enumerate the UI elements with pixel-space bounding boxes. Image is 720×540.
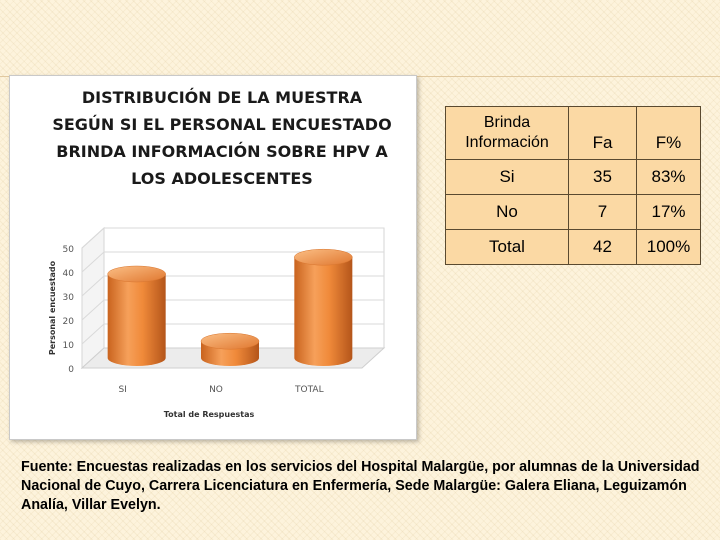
header-label: F% <box>655 133 682 152</box>
table-header-cell: F% <box>636 106 701 160</box>
table-row: Si 35 83% <box>445 159 701 195</box>
y-axis-ticks: 0 10 20 30 40 50 <box>63 245 75 375</box>
bar-body <box>107 274 166 366</box>
header-label: Fa <box>592 133 613 152</box>
x-axis-ticks: SI NO TOTAL <box>118 385 323 395</box>
gridline <box>81 299 384 321</box>
y-tick-label: 30 <box>63 293 75 303</box>
bar-no <box>200 332 260 366</box>
x-tick-label: TOTAL <box>294 385 324 395</box>
table-cell: 35 <box>568 159 637 195</box>
x-axis-label: Total de Respuestas <box>164 410 255 419</box>
gridline <box>81 251 384 273</box>
header-label: Brinda Información <box>465 114 549 151</box>
table-header-row: Brinda Información Fa F% <box>445 106 701 160</box>
y-tick-label: 50 <box>63 245 75 255</box>
gridline <box>81 227 384 249</box>
table-cell: 7 <box>568 194 637 230</box>
table-cell: 100% <box>636 229 701 265</box>
frequency-table: Brinda Información Fa F% Si 35 83% No 7 … <box>445 106 701 265</box>
y-tick-label: 10 <box>63 341 75 351</box>
gridline <box>81 275 384 297</box>
chart-title: DISTRIBUCIÓN DE LA MUESTRA SEGÚN SI EL P… <box>52 88 391 188</box>
table-cell: No <box>445 194 569 230</box>
x-tick-label: SI <box>118 385 126 395</box>
x-tick-label: NO <box>209 385 223 395</box>
table-cell: Si <box>445 159 569 195</box>
table-cell: Total <box>445 229 569 265</box>
gridline <box>81 323 384 345</box>
chart-side-wall <box>81 226 105 370</box>
bar-total <box>294 248 353 366</box>
chart-title-line: SEGÚN SI EL PERSONAL ENCUESTADO <box>52 115 391 134</box>
table-row: Total 42 100% <box>445 229 701 265</box>
y-tick-label: 20 <box>63 317 75 327</box>
chart-panel: DISTRIBUCIÓN DE LA MUESTRA SEGÚN SI EL P… <box>9 75 417 440</box>
bar-si <box>107 265 166 366</box>
bar-top <box>107 265 166 283</box>
bar-chart: DISTRIBUCIÓN DE LA MUESTRA SEGÚN SI EL P… <box>48 88 392 419</box>
y-axis-label: Personal encuestado <box>48 260 57 355</box>
table-header-cell: Fa <box>568 106 637 160</box>
chart-bars <box>107 248 353 366</box>
bar-top <box>294 248 353 266</box>
table-cell: 42 <box>568 229 637 265</box>
y-tick-label: 0 <box>68 365 74 375</box>
bar-top <box>200 332 260 350</box>
table-header-cell: Brinda Información <box>445 106 569 160</box>
frequency-table-wrapper: Brinda Información Fa F% Si 35 83% No 7 … <box>445 106 701 265</box>
table-row: No 7 17% <box>445 194 701 230</box>
table-cell: 17% <box>636 194 701 230</box>
chart-title-line: DISTRIBUCIÓN DE LA MUESTRA <box>82 88 363 107</box>
bar-body <box>294 257 353 366</box>
chart-title-line: BRINDA INFORMACIÓN SOBRE HPV A <box>56 142 388 161</box>
chart-title-line: LOS ADOLESCENTES <box>131 169 313 188</box>
source-citation: Fuente: Encuestas realizadas en los serv… <box>21 459 700 513</box>
table-cell: 83% <box>636 159 701 195</box>
y-tick-label: 40 <box>63 269 75 279</box>
